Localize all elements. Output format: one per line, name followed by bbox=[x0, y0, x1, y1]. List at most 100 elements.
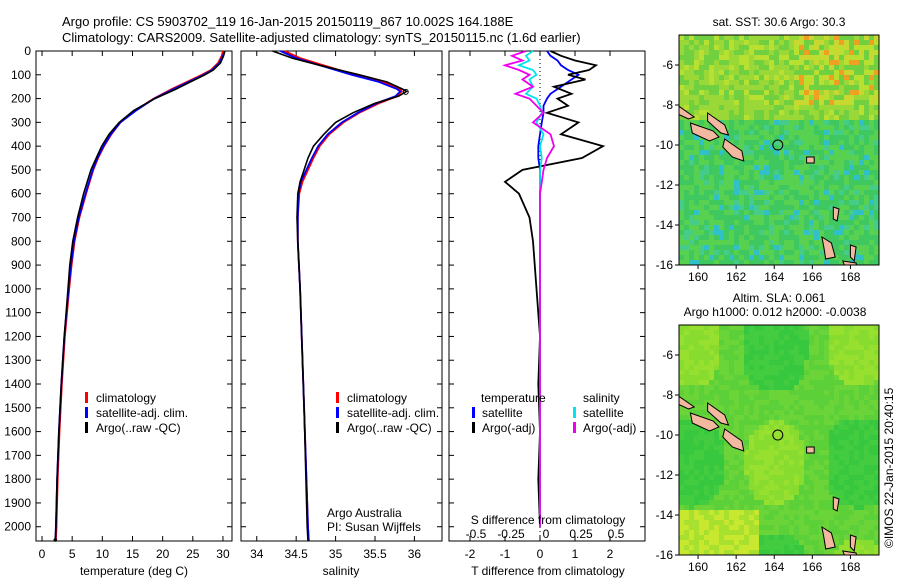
plot-frame bbox=[35, 50, 233, 542]
series-line-diff bbox=[501, 50, 555, 527]
y-tick-label: 1100 bbox=[5, 306, 31, 320]
y-tick-label: -6 bbox=[662, 348, 673, 362]
y-tick-label: -16 bbox=[656, 258, 674, 272]
island-shape bbox=[832, 496, 840, 512]
y-tick-label: 1500 bbox=[4, 401, 31, 415]
legend-label: Argo(-adj) bbox=[482, 421, 535, 435]
top-tick-label: 0 bbox=[543, 527, 550, 541]
y-tick-label: 600 bbox=[11, 187, 31, 201]
y-tick-label: -6 bbox=[662, 58, 673, 72]
y-tick-label: 1400 bbox=[4, 377, 31, 391]
sst-map-panel: 160 162 164 166 168 -6 -8 -10 -12 -14 -16 sat. SST:… bbox=[656, 15, 880, 284]
heatmap-cells bbox=[679, 35, 880, 266]
y-tick-label: -16 bbox=[656, 548, 674, 562]
series-line-diff bbox=[503, 50, 606, 527]
x-tick-label: 2 bbox=[607, 547, 614, 561]
y-tick-label: 200 bbox=[11, 92, 31, 106]
island-shape bbox=[689, 122, 720, 142]
x-tick-label: 162 bbox=[726, 270, 746, 284]
island-shape bbox=[679, 395, 696, 410]
legend-swatch bbox=[85, 407, 88, 418]
island-shape bbox=[722, 428, 745, 452]
title-line-1: Argo profile: CS 5903702_119 16-Jan-2015… bbox=[62, 14, 514, 29]
land-outlines bbox=[679, 105, 857, 265]
island-shape bbox=[842, 260, 857, 265]
x-axis-label: T difference from climatology bbox=[471, 564, 625, 578]
legend-header-temperature: temperature bbox=[481, 391, 546, 405]
x-tick-label: 168 bbox=[840, 270, 860, 284]
legend-swatch bbox=[336, 392, 339, 403]
y-tick-label: 1800 bbox=[4, 472, 31, 486]
y-tick-label: 100 bbox=[11, 68, 31, 82]
y-tick-label: -8 bbox=[662, 98, 673, 112]
legend-swatch bbox=[85, 392, 88, 403]
sla-map-panel: 160 162 164 166 168 -6 -8 -10 -12 -14 -16 Altim. SL… bbox=[656, 291, 880, 574]
salinity-max-marker bbox=[402, 88, 409, 95]
x-tick-label: 20 bbox=[156, 547, 170, 561]
heatmap-cells bbox=[679, 325, 880, 556]
land-outlines bbox=[679, 395, 857, 555]
argo-position-marker bbox=[772, 139, 784, 151]
title-line-2: Climatology: CARS2009. Satellite-adjuste… bbox=[62, 30, 581, 45]
y-tick-label: 0 bbox=[24, 44, 31, 58]
x-tick-label: 1 bbox=[572, 547, 579, 561]
legend-label: climatology bbox=[96, 391, 156, 405]
island-shape bbox=[842, 550, 857, 555]
x-tick-label: -2 bbox=[465, 547, 476, 561]
series-line-argorawqc bbox=[272, 50, 409, 542]
legend-swatch bbox=[85, 422, 88, 433]
x-tick-label: 166 bbox=[802, 270, 822, 284]
island-shape bbox=[849, 534, 857, 553]
island-shape bbox=[832, 206, 840, 222]
x-tick-label: 166 bbox=[802, 560, 822, 574]
legend-swatch bbox=[336, 422, 339, 433]
y-tick-label: -8 bbox=[662, 388, 673, 402]
y-tick-label: 2000 bbox=[4, 520, 31, 534]
top-tick-label: -0.25 bbox=[497, 527, 525, 541]
map-title-line-2: Argo h1000: 0.012 h2000: -0.0038 bbox=[684, 305, 867, 319]
y-tick-label: 700 bbox=[11, 211, 31, 225]
y-tick-label: 1000 bbox=[4, 282, 31, 296]
legend-label: satellite bbox=[482, 406, 523, 420]
map-title: sat. SST: 30.6 Argo: 30.3 bbox=[713, 15, 846, 29]
legend-swatch bbox=[336, 407, 339, 418]
y-tick-label: -14 bbox=[656, 218, 674, 232]
argo-position-marker bbox=[772, 429, 784, 441]
map-title-line-1: Altim. SLA: 0.061 bbox=[733, 291, 826, 305]
y-tick-label: 1700 bbox=[4, 448, 31, 462]
y-tick-label: 1900 bbox=[4, 496, 31, 510]
legend-swatch bbox=[472, 422, 475, 433]
island-shape bbox=[849, 244, 857, 263]
y-tick-label: 1300 bbox=[4, 353, 31, 367]
profile-end-marker bbox=[53, 538, 58, 542]
top-axis-label: S difference from climatology bbox=[471, 513, 626, 527]
series-line-argorawqc bbox=[54, 50, 226, 542]
legend-swatch bbox=[573, 407, 576, 418]
x-tick-label: 160 bbox=[688, 270, 708, 284]
x-tick-label: 34 bbox=[250, 547, 264, 561]
y-tick-label: -10 bbox=[656, 138, 674, 152]
x-tick-label: 164 bbox=[764, 270, 784, 284]
x-tick-label: 160 bbox=[688, 560, 708, 574]
island-shape bbox=[722, 138, 745, 162]
island-shape bbox=[689, 412, 720, 432]
map-frame bbox=[678, 34, 880, 266]
island-shape bbox=[806, 156, 815, 164]
top-tick-label: 0.5 bbox=[608, 527, 625, 541]
x-tick-label: 35 bbox=[329, 547, 343, 561]
legend-swatch bbox=[472, 407, 475, 418]
y-tick-label: 1600 bbox=[4, 425, 31, 439]
island-shape bbox=[806, 446, 815, 454]
legend-label: satellite bbox=[583, 406, 624, 420]
legend-swatch bbox=[573, 422, 576, 433]
legend-label: Argo(..raw -QC) bbox=[96, 421, 181, 435]
legend-label: satellite-adj. clim. bbox=[347, 406, 439, 420]
island-shape bbox=[707, 402, 730, 426]
salinity-panel: 34 34.5 35 35.5 36 salinity climatologysatelli… bbox=[240, 50, 443, 578]
legend-label: satellite-adj. clim. bbox=[96, 406, 188, 420]
x-tick-label: 5 bbox=[69, 547, 76, 561]
y-tick-label: 1200 bbox=[4, 329, 31, 343]
y-tick-label: -10 bbox=[656, 428, 674, 442]
y-tick-label: 800 bbox=[11, 234, 31, 248]
